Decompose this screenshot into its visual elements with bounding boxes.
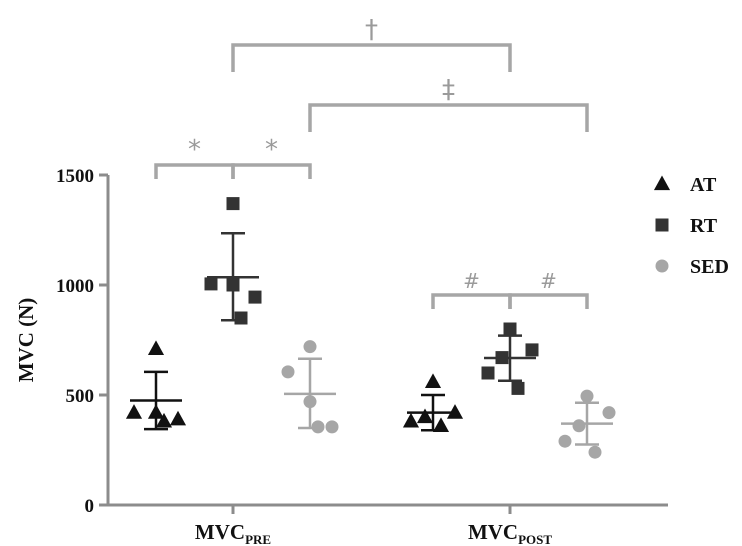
significance-bracket (231, 163, 312, 179)
x-category-label: MVCPRE (195, 520, 271, 546)
legend-marker-at (653, 175, 671, 191)
significance-bracket (308, 103, 589, 132)
significance-symbol: † (365, 15, 378, 45)
significance-symbol: # (540, 269, 557, 293)
data-point-sed (281, 365, 295, 379)
data-point-at (147, 404, 165, 419)
legend-marker-rt (655, 218, 669, 232)
significance-bracket (154, 163, 235, 179)
data-point-rt (495, 351, 509, 365)
data-points (125, 197, 616, 459)
axes: 0 500 1000 1500 MVCPRE MVCPOST (56, 166, 668, 546)
data-point-sed (325, 420, 339, 434)
data-point-rt (481, 366, 495, 380)
significance-brackets: * * # # † ‡ (154, 15, 589, 309)
data-point-at (402, 412, 420, 428)
data-point-sed (580, 389, 594, 403)
data-point-rt (226, 278, 240, 292)
data-point-at (155, 412, 173, 428)
data-point-rt (511, 381, 525, 395)
y-tick-label: 0 (85, 496, 95, 517)
legend-label-at: AT (690, 174, 717, 196)
data-point-rt (248, 290, 262, 304)
data-point-rt (226, 197, 240, 211)
significance-symbol: * (188, 135, 201, 165)
significance-bracket (231, 43, 512, 72)
data-point-at (125, 404, 143, 419)
y-axis-label: MVC (N) (14, 298, 38, 383)
data-point-sed (588, 445, 602, 459)
data-point-rt (204, 277, 218, 291)
data-point-sed (311, 420, 325, 434)
data-point-sed (602, 406, 616, 420)
data-point-sed (558, 434, 572, 448)
x-category-label: MVCPOST (468, 520, 552, 546)
data-point-at (416, 408, 434, 424)
data-point-sed (572, 419, 586, 433)
legend: AT RT SED (653, 174, 729, 278)
significance-symbol: ‡ (442, 75, 455, 105)
y-tick-label: 1500 (56, 166, 94, 187)
significance-bracket (431, 293, 512, 309)
data-point-at (169, 410, 187, 426)
data-point-at (424, 373, 442, 388)
data-point-at (446, 404, 464, 419)
legend-marker-sed (655, 259, 669, 273)
data-point-rt (525, 343, 539, 357)
error-bars (130, 232, 613, 446)
significance-symbol: # (463, 269, 480, 293)
data-point-at (147, 340, 165, 355)
significance-symbol: * (265, 135, 278, 165)
data-point-rt (503, 322, 517, 336)
legend-label-sed: SED (690, 256, 729, 278)
data-point-at (432, 417, 450, 432)
data-point-sed (303, 340, 317, 354)
data-point-sed (303, 395, 317, 409)
legend-label-rt: RT (690, 215, 718, 237)
significance-bracket (508, 293, 589, 309)
data-point-rt (234, 311, 248, 325)
y-tick-label: 1000 (56, 276, 94, 297)
y-tick-label: 500 (66, 386, 95, 407)
